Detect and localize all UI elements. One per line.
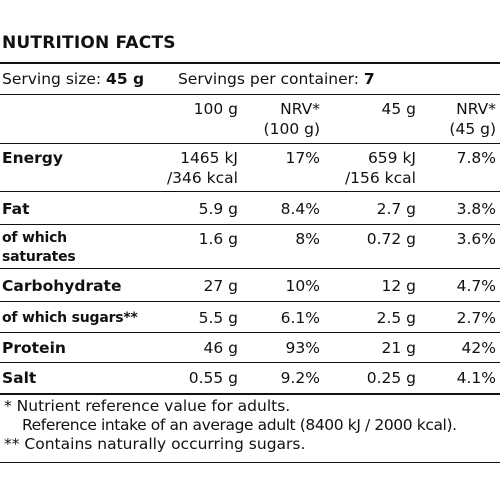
row-saturates-per-100g: 1.6 g <box>198 230 238 248</box>
row-sugars-nrv-100g: 6.1% <box>280 309 320 327</box>
row-fat-per-100g: 5.9 g <box>198 200 238 218</box>
row-fat-nrv-100g: 8.4% <box>280 200 320 218</box>
row-salt-per-serving: 0.25 g <box>366 369 416 387</box>
col-header-nrv-100g: NRV* (100 g) <box>263 100 320 138</box>
footnotes: * Nutrient reference value for adults. R… <box>4 397 457 454</box>
rule-footnotes-bottom <box>0 462 500 463</box>
row-protein-name: Protein <box>2 339 66 357</box>
row-sugars-per-serving: 2.5 g <box>376 309 416 327</box>
row-saturates-name: of which saturates <box>2 230 76 265</box>
rule-carbohydrate-bottom <box>0 301 500 302</box>
serving-size-label: Serving size: <box>2 70 102 88</box>
row-energy-name: Energy <box>2 149 63 167</box>
row-fat-name: Fat <box>2 200 30 218</box>
col-header-per-serving: 45 g <box>381 100 417 118</box>
row-saturates-per-serving: 0.72 g <box>366 230 416 248</box>
row-salt-per-100g: 0.55 g <box>188 369 238 387</box>
rule-sugars-bottom <box>0 332 500 333</box>
row-protein-per-serving: 21 g <box>381 339 417 357</box>
row-sugars-per-100g: 5.5 g <box>198 309 238 327</box>
rule-fat-bottom <box>0 224 500 225</box>
row-salt-name: Salt <box>2 369 37 387</box>
row-energy-per-serving: 659 kJ /156 kcal <box>344 149 416 187</box>
row-carbohydrate-nrv-100g: 10% <box>285 277 320 295</box>
row-protein-per-100g: 46 g <box>203 339 239 357</box>
row-energy-nrv-100g: 17% <box>285 149 320 167</box>
row-sugars-name: of which sugars** <box>2 310 138 326</box>
row-carbohydrate-per-serving: 12 g <box>381 277 417 295</box>
row-energy-nrv-serving: 7.8% <box>456 149 496 167</box>
serving-size-value: 45 g <box>106 70 145 88</box>
rule-serving-bottom <box>0 94 500 95</box>
footnote-sugars: ** Contains naturally occurring sugars. <box>4 435 306 453</box>
row-carbohydrate-name: Carbohydrate <box>2 277 122 295</box>
col-header-nrv-serving: NRV* (45 g) <box>449 100 496 138</box>
label-title: NUTRITION FACTS <box>2 33 176 53</box>
rule-protein-bottom <box>0 362 500 363</box>
row-carbohydrate-nrv-serving: 4.7% <box>456 277 496 295</box>
row-fat-nrv-serving: 3.8% <box>456 200 496 218</box>
row-carbohydrate-per-100g: 27 g <box>203 277 239 295</box>
servings-per-container-label: Servings per container: <box>177 70 359 88</box>
row-protein-nrv-serving: 42% <box>461 339 496 357</box>
row-saturates-nrv-100g: 8% <box>295 230 320 248</box>
rule-saturates-bottom <box>0 268 500 269</box>
servings-per-container-value: 7 <box>363 70 375 88</box>
col-header-per-100g: 100 g <box>193 100 238 118</box>
row-salt-nrv-100g: 9.2% <box>280 369 320 387</box>
row-salt-nrv-serving: 4.1% <box>456 369 496 387</box>
row-sugars-nrv-serving: 2.7% <box>456 309 496 327</box>
rule-table-bottom <box>0 393 500 395</box>
rule-energy-bottom <box>0 191 500 192</box>
row-energy-per-100g: 1465 kJ /346 kcal <box>166 149 238 187</box>
row-protein-nrv-100g: 93% <box>285 339 320 357</box>
row-saturates-nrv-serving: 3.6% <box>456 230 496 248</box>
serving-info: Serving size: 45 g Servings per containe… <box>2 70 375 88</box>
footnote-nrv: * Nutrient reference value for adults. <box>4 397 291 415</box>
footnote-reference-intake: Reference intake of an average adult (84… <box>22 416 457 434</box>
rule-header-bottom <box>0 143 500 144</box>
row-fat-per-serving: 2.7 g <box>376 200 416 218</box>
rule-title-bottom <box>0 62 500 64</box>
